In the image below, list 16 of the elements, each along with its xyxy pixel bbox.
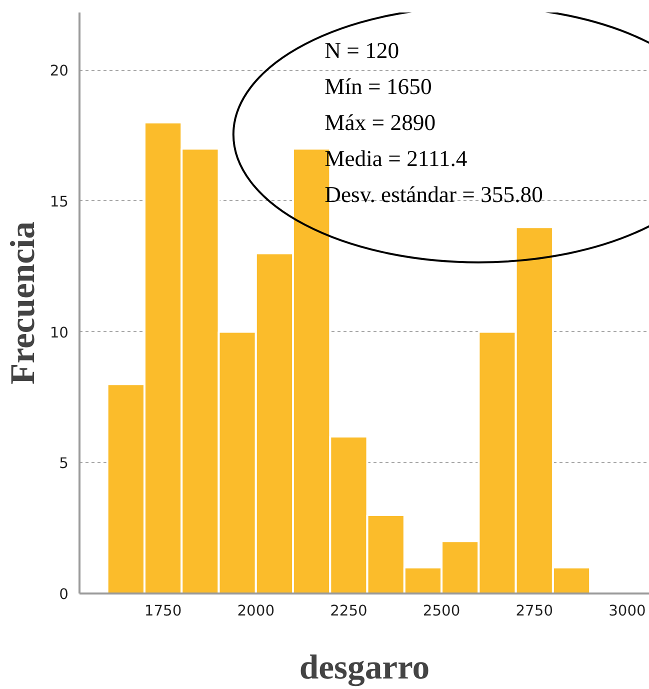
annotation: N = 120	[324, 38, 400, 63]
y-tick-label: 5	[59, 455, 69, 472]
y-tick-label: 15	[50, 193, 69, 210]
x-tick-label: 1750	[144, 602, 182, 620]
x-tick-label: 2500	[422, 602, 460, 620]
x-tick-label: 2750	[516, 602, 554, 620]
x-tick-label: 2250	[330, 602, 368, 620]
annotation: Máx = 2890	[324, 110, 436, 135]
y-tick-label: 20	[50, 62, 69, 80]
y-tick-label: 10	[50, 324, 69, 342]
x-tick-label: 2000	[237, 602, 275, 620]
x-tick-label: 3000	[608, 602, 646, 620]
annotation: Mín = 1650	[324, 74, 432, 99]
y-tick-label: 0	[59, 586, 69, 603]
x-axis-title: desgarro	[299, 648, 430, 686]
y-axis-title: Frecuencia	[4, 222, 42, 384]
